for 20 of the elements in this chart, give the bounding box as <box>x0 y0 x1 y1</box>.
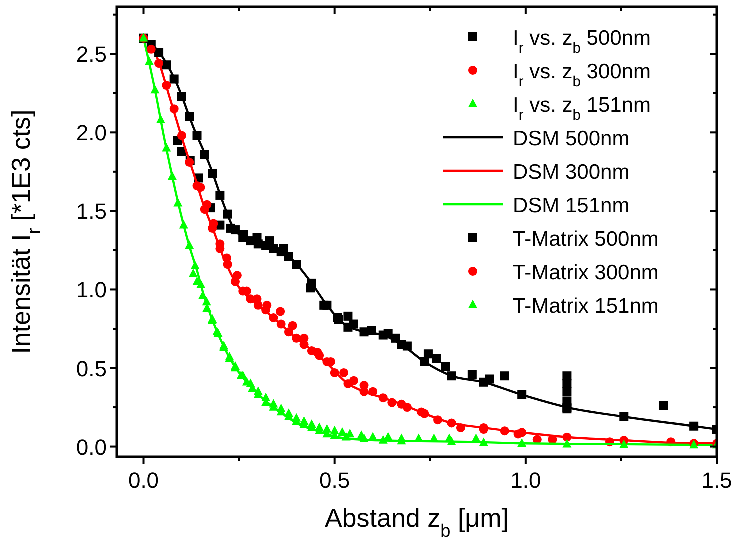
y-tick-label: 1.0 <box>76 278 107 303</box>
legend-label: I$_{r}$ vs. z$_{b}$ 300nm <box>513 60 651 90</box>
legend-label: DSM 151nm <box>513 194 630 218</box>
y-tick-label: 2.5 <box>76 42 107 68</box>
legend-label: T-Matrix 500nm <box>513 228 659 251</box>
x-axis-title: Abstand z$_{b}$ [μm] <box>324 503 510 541</box>
y-tick-label: 2.0 <box>76 120 107 146</box>
x-tick-label: 1.0 <box>510 468 542 493</box>
legend-label: I$_{r}$ vs. z$_{b}$ 500nm <box>513 27 651 57</box>
x-tick-label: 0.5 <box>320 468 350 493</box>
y-tick-label: 0.5 <box>76 356 107 382</box>
x-tick-label: 0.0 <box>128 468 160 493</box>
y-tick-label: 0.0 <box>76 434 107 460</box>
y-tick-label: 1.5 <box>76 199 107 224</box>
x-tick-label: 1.5 <box>702 468 732 493</box>
legend-label: I$_{r}$ vs. z$_{b}$ 151nm <box>513 94 651 124</box>
legend-label: T-Matrix 151nm <box>513 295 659 318</box>
legend-label: T-Matrix 300nm <box>513 262 659 284</box>
legend-label: DSM 300nm <box>513 161 630 184</box>
legend-label: DSM 500nm <box>513 128 630 150</box>
